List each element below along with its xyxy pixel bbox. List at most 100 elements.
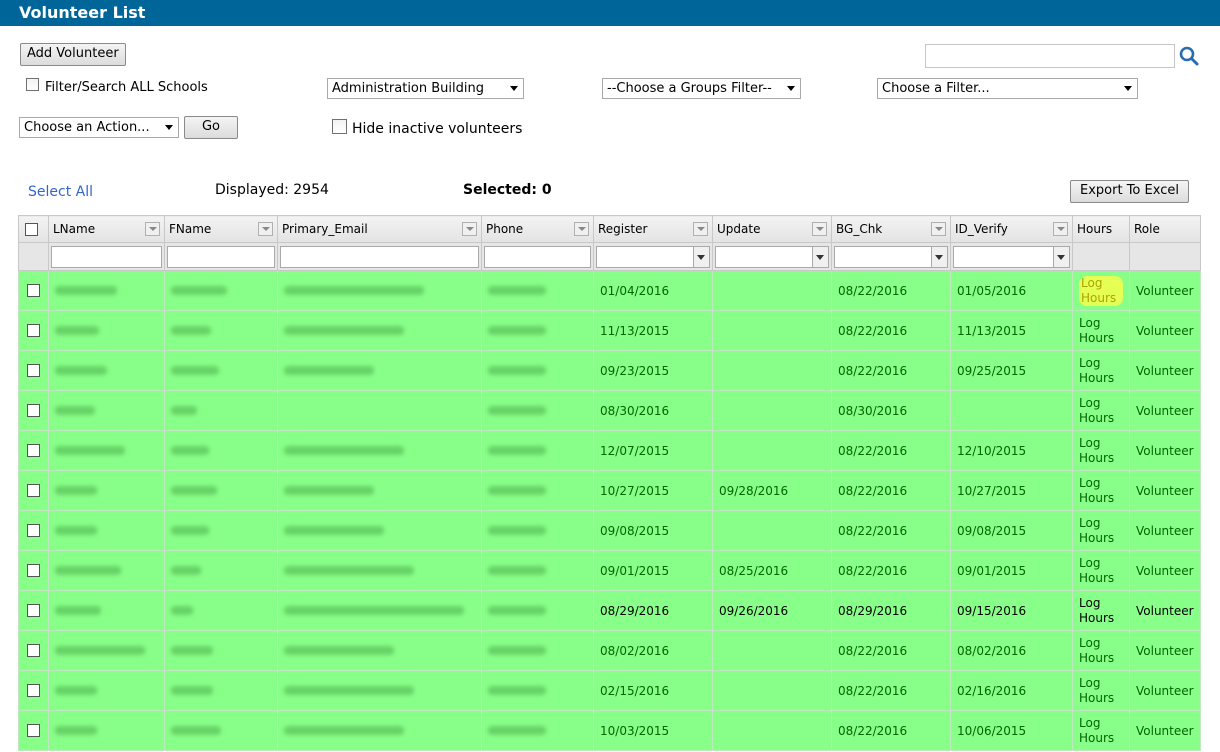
table-row[interactable]: 08/30/2016 08/30/2016 Log Hours Volunteer [18,390,1201,431]
go-button[interactable]: Go [184,116,238,139]
column-menu-button[interactable] [258,222,273,236]
email-filter-input[interactable] [280,245,479,268]
filter-all-schools-checkbox[interactable] [26,78,39,91]
update-filter-select[interactable] [715,245,829,268]
hours-cell[interactable]: Log Hours [1072,270,1130,311]
lname-filter-input[interactable] [51,245,162,268]
row-select-cell[interactable] [18,310,49,351]
table-row[interactable]: 08/29/2016 09/26/2016 08/29/2016 09/15/2016… [18,590,1201,631]
row-checkbox[interactable] [27,324,40,337]
add-volunteer-button[interactable]: Add Volunteer [20,43,126,66]
row-checkbox[interactable] [27,404,40,417]
hours-cell[interactable]: Log Hours [1072,590,1130,631]
column-header-bg-chk[interactable]: BG_Chk [831,215,951,243]
bg-chk-filter-select[interactable] [834,245,948,268]
log-hours-link[interactable]: Log Hours [1079,395,1115,425]
log-hours-link[interactable]: Log Hours [1079,435,1115,465]
select-all-link[interactable]: Select All [28,184,93,200]
table-row[interactable]: 01/04/2016 08/22/2016 01/05/2016 Log Hours V… [18,270,1201,311]
column-menu-button[interactable] [574,222,589,236]
column-menu-button[interactable] [145,222,160,236]
header-checkbox[interactable] [25,222,38,236]
table-row[interactable]: 09/01/2015 08/25/2016 08/22/2016 09/01/2015… [18,550,1201,591]
hours-cell[interactable]: Log Hours [1072,550,1130,591]
fname-filter-input[interactable] [167,245,275,268]
row-select-cell[interactable] [18,350,49,391]
log-hours-link[interactable]: Log Hours [1079,315,1115,345]
row-checkbox[interactable] [27,364,40,377]
log-hours-link[interactable]: Log Hours [1079,355,1115,385]
column-header-update[interactable]: Update [712,215,832,243]
column-menu-button[interactable] [693,222,708,236]
log-hours-link[interactable]: Log Hours [1079,515,1115,545]
school-select[interactable]: Administration Building [327,78,524,99]
column-header-lname[interactable]: LName [48,215,165,243]
row-checkbox[interactable] [27,564,40,577]
log-hours-link[interactable]: Log Hours [1079,635,1115,665]
table-row[interactable]: 11/13/2015 08/22/2016 11/13/2015 Log Hours V… [18,310,1201,351]
row-checkbox[interactable] [27,644,40,657]
groups-filter-select[interactable]: --Choose a Groups Filter-- [602,78,801,99]
log-hours-link[interactable]: Log Hours [1079,475,1115,505]
column-menu-button[interactable] [1053,222,1068,236]
table-row[interactable]: 10/27/2015 09/28/2016 08/22/2016 10/27/2015… [18,470,1201,511]
phone-filter-input[interactable] [484,245,591,268]
column-menu-button[interactable] [931,222,946,236]
row-select-cell[interactable] [18,470,49,511]
log-hours-link[interactable]: Log Hours [1079,555,1115,585]
export-to-excel-button[interactable]: Export To Excel [1070,180,1189,203]
row-checkbox[interactable] [27,524,40,537]
hours-cell[interactable]: Log Hours [1072,310,1130,351]
register-filter-select[interactable] [596,245,710,268]
row-select-cell[interactable] [18,550,49,591]
log-hours-link[interactable]: Log Hours [1079,595,1115,625]
table-row[interactable]: 12/07/2015 08/22/2016 12/10/2015 Log Hours V… [18,430,1201,471]
log-hours-link[interactable]: Log Hours [1079,675,1115,705]
column-menu-button[interactable] [812,222,827,236]
hours-cell[interactable]: Log Hours [1072,710,1130,751]
row-select-cell[interactable] [18,590,49,631]
row-select-cell[interactable] [18,390,49,431]
row-select-cell[interactable] [18,670,49,711]
hours-cell[interactable]: Log Hours [1072,350,1130,391]
table-row[interactable]: 09/08/2015 08/22/2016 09/08/2015 Log Hours V… [18,510,1201,551]
table-row[interactable]: 02/15/2016 08/22/2016 02/16/2016 Log Hours V… [18,670,1201,711]
filter-select[interactable]: Choose a Filter... [877,78,1138,99]
search-icon[interactable] [1178,45,1200,67]
hours-cell[interactable]: Log Hours [1072,390,1130,431]
table-row[interactable]: 09/23/2015 08/22/2016 09/25/2015 Log Hours V… [18,350,1201,391]
row-checkbox[interactable] [27,484,40,497]
hours-cell[interactable]: Log Hours [1072,670,1130,711]
action-select[interactable]: Choose an Action... [19,117,179,138]
row-checkbox[interactable] [27,444,40,457]
row-select-cell[interactable] [18,270,49,311]
row-checkbox[interactable] [27,604,40,617]
hours-cell[interactable]: Log Hours [1072,510,1130,551]
column-header-register[interactable]: Register [593,215,713,243]
row-select-cell[interactable] [18,710,49,751]
hours-cell[interactable]: Log Hours [1072,630,1130,671]
hide-inactive-checkbox[interactable] [332,119,347,134]
hours-cell[interactable]: Log Hours [1072,430,1130,471]
table-row[interactable]: 10/03/2015 08/22/2016 10/06/2015 Log Hours V… [18,710,1201,751]
row-checkbox[interactable] [27,684,40,697]
hours-cell[interactable]: Log Hours [1072,470,1130,511]
row-checkbox[interactable] [27,724,40,737]
column-header-id-verify[interactable]: ID_Verify [950,215,1073,243]
column-header-role[interactable]: Role [1129,215,1201,243]
column-header-hours[interactable]: Hours [1072,215,1130,243]
row-select-cell[interactable] [18,430,49,471]
log-hours-link[interactable]: Log Hours [1079,275,1123,306]
header-select-all[interactable] [18,215,49,243]
column-menu-button[interactable] [462,222,477,236]
row-select-cell[interactable] [18,510,49,551]
log-hours-link[interactable]: Log Hours [1079,715,1115,745]
row-checkbox[interactable] [27,284,40,297]
column-header-fname[interactable]: FName [164,215,278,243]
id-verify-filter-select[interactable] [953,245,1070,268]
column-header-primary-email[interactable]: Primary_Email [277,215,482,243]
table-row[interactable]: 08/02/2016 08/22/2016 08/02/2016 Log Hours V… [18,630,1201,671]
search-input[interactable] [925,44,1175,68]
column-header-phone[interactable]: Phone [481,215,594,243]
row-select-cell[interactable] [18,630,49,671]
